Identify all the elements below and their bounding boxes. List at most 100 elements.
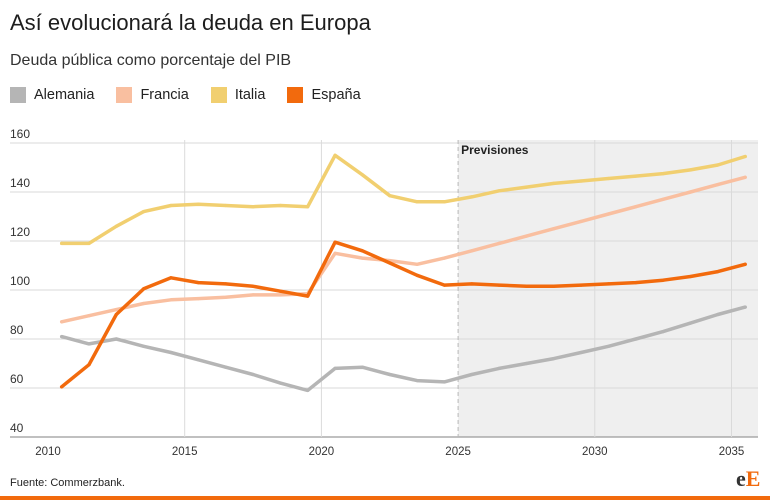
logo-letter-e: e (736, 466, 746, 491)
data-point (196, 202, 200, 206)
data-point (579, 179, 583, 183)
data-point (60, 241, 64, 245)
series-line-espana (59, 240, 747, 389)
data-point (552, 284, 556, 288)
data-point (606, 282, 611, 286)
data-point (442, 256, 446, 260)
data-point (114, 337, 118, 341)
data-point (688, 168, 693, 172)
series-line-francia (59, 175, 747, 324)
chart-subtitle: Deuda pública como porcentaje del PIB (10, 52, 292, 69)
x-tick-label: 2030 (582, 446, 608, 458)
data-point (388, 372, 392, 377)
legend-swatch-espana (287, 87, 304, 103)
data-point (224, 282, 228, 286)
logo-letter-E: E (745, 466, 761, 491)
data-point (278, 203, 282, 208)
data-point (634, 205, 638, 209)
y-tick-label: 80 (10, 323, 24, 337)
data-point (114, 308, 118, 312)
data-point (87, 363, 91, 367)
data-point (114, 312, 118, 317)
data-point (251, 284, 255, 288)
data-point (278, 289, 282, 293)
data-point (60, 385, 64, 389)
data-point (661, 172, 665, 176)
data-point (661, 278, 665, 282)
y-tick-label: 100 (10, 274, 30, 288)
bottom-accent-bar (0, 496, 770, 500)
series-alemania (59, 305, 747, 393)
data-point (716, 270, 720, 274)
data-point (306, 205, 310, 209)
series-line-alemania (59, 305, 747, 393)
data-point (196, 281, 200, 285)
data-point (87, 342, 91, 346)
legend-item-italia: Italia (210, 87, 265, 103)
data-point (169, 276, 173, 280)
data-point (360, 249, 364, 253)
data-point (743, 305, 747, 309)
data-point (524, 361, 529, 366)
data-point (552, 181, 556, 185)
data-point (524, 234, 529, 238)
data-point (224, 295, 228, 299)
data-point (579, 219, 583, 223)
data-point (661, 197, 665, 201)
data-point (169, 203, 173, 208)
y-tick-label: 140 (10, 176, 30, 190)
data-point (524, 185, 529, 189)
x-tick-label: 2020 (309, 446, 335, 458)
y-tick-label: 120 (10, 225, 30, 239)
data-point (688, 321, 693, 325)
data-point (470, 282, 474, 286)
data-point (497, 189, 501, 193)
data-point (606, 176, 611, 181)
data-point (415, 262, 419, 266)
y-tick-label: 40 (10, 421, 24, 435)
x-tick-label: 2015 (172, 446, 198, 458)
forecast-label: Previsiones (461, 143, 529, 157)
y-tick-label: 60 (10, 372, 24, 386)
data-point (497, 241, 501, 245)
data-point (196, 358, 200, 362)
data-point (716, 183, 720, 187)
data-point (716, 312, 720, 317)
legend: Alemania Francia Italia España (10, 86, 383, 104)
data-point (142, 210, 146, 214)
data-point (251, 293, 255, 297)
data-point (388, 194, 392, 198)
data-point (87, 314, 91, 318)
data-point (552, 357, 556, 361)
data-point (688, 274, 693, 279)
source-note: Fuente: Commerzbank. (10, 477, 125, 489)
data-point (224, 365, 228, 369)
data-point (333, 240, 337, 244)
data-point (360, 173, 364, 177)
y-tick-label: 160 (10, 127, 30, 141)
data-point (278, 293, 282, 297)
data-point (470, 195, 474, 199)
data-point (634, 174, 638, 178)
data-point (743, 154, 747, 159)
series-espana (59, 240, 747, 389)
data-point (606, 212, 611, 216)
data-point (497, 366, 501, 370)
data-point (251, 205, 255, 209)
data-point (470, 372, 474, 377)
data-point (224, 203, 228, 208)
data-point (524, 284, 529, 288)
data-point (87, 241, 91, 245)
data-point (579, 350, 583, 355)
data-point (388, 261, 392, 265)
series-italia (59, 153, 747, 246)
data-point (415, 273, 419, 277)
x-tick-label: 2025 (445, 446, 471, 458)
line-chart: 40 60 80 100 120 140 160 2010 2015 2020 2025 2030 20… (10, 127, 758, 458)
data-point (688, 190, 693, 194)
data-point (743, 262, 747, 266)
x-tick-label: 2010 (35, 446, 61, 458)
data-point (114, 224, 118, 228)
data-point (360, 365, 364, 369)
data-point (442, 283, 446, 287)
